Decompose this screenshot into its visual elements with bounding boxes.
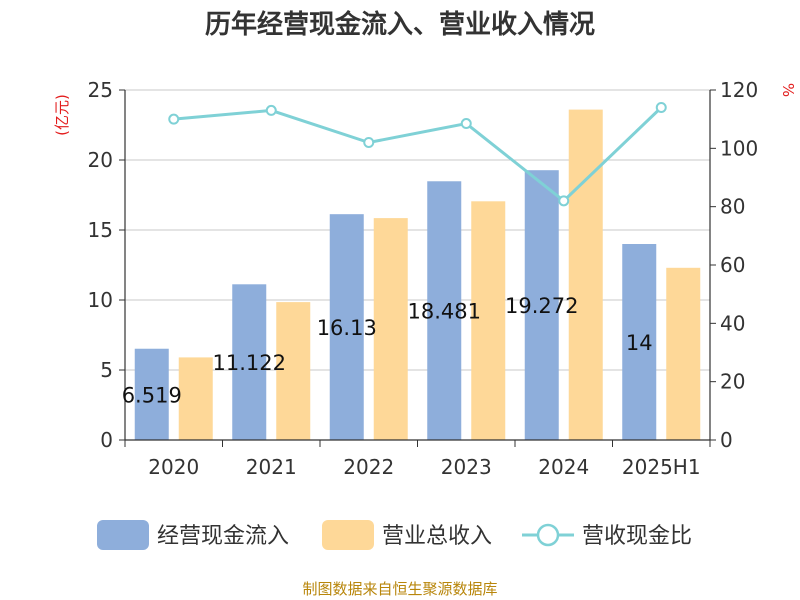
y-right-tick-label: 20 [720,370,745,394]
x-tick-label: 2022 [343,455,394,479]
legend-swatch-revenue [322,520,374,550]
y-left-tick-label: 0 [100,428,113,452]
y-left-tick-label: 15 [88,218,113,242]
legend-label: 营收现金比 [582,524,692,549]
data-label: 18.481 [408,300,481,324]
ratio-point [558,195,570,207]
bar-revenue [471,201,506,440]
ratio-line [168,102,667,207]
bar-cash-inflow [622,244,657,440]
legend-label: 经营现金流入 [157,524,289,549]
data-label: 14 [626,331,653,355]
bar-cash-inflow [427,181,462,441]
y-right-tick-label: 0 [720,428,733,452]
source-note: 制图数据来自恒生聚源数据库 [302,580,497,598]
y-left-tick-label: 10 [88,288,113,312]
y-right-tick-label: 60 [720,253,745,277]
y-left-tick-label: 25 [88,78,113,102]
data-label: 11.122 [213,351,286,375]
grid [125,89,710,371]
data-labels: 6.519 11.122 16.13 18.481 19.272 14 [122,294,653,407]
y-right-tick-label: 40 [720,311,745,335]
y-right-tick-label: 120 [720,78,758,102]
x-tick-label: 2024 [538,455,589,479]
data-label: 19.272 [505,294,578,318]
legend-swatch-ratio-marker [536,523,560,547]
legend-swatch-cash-inflow [97,520,149,550]
bar-cash-inflow [232,284,267,440]
y-left-tick-label: 20 [88,148,113,172]
x-tick-label: 2020 [148,455,199,479]
y-right-tick-label: 100 [720,136,758,160]
ratio-point [168,113,180,125]
bar-cash-inflow [134,348,169,440]
x-tick-label: 2025H1 [622,455,701,479]
data-label: 6.519 [122,383,182,407]
ratio-line-path [173,106,663,203]
bar-cash-inflow [524,170,559,440]
bar-revenue [373,218,408,440]
bar-revenue [276,302,311,440]
y-left-unit: (亿元) [53,94,71,136]
x-tick-label: 2023 [441,455,492,479]
x-tick-label: 2021 [246,455,297,479]
bar-revenue [666,267,701,440]
ratio-point [460,118,472,130]
legend-label: 营业总收入 [382,524,492,549]
y-right-unit: % [779,83,797,97]
bar-revenue [568,109,603,440]
ratio-point [265,104,277,116]
bar-revenue [178,357,213,440]
ratio-point [363,137,375,148]
y-right-tick-label: 80 [720,195,745,219]
bar-cash-inflow [329,214,364,440]
y-left-tick-label: 5 [100,358,113,382]
legend: 经营现金流入 营业总收入 营收现金比 [97,520,692,550]
ratio-point [655,102,667,113]
chart-title: 历年经营现金流入、营业收入情况 [205,9,595,40]
data-label: 16.13 [317,316,377,340]
axes: 0 5 10 15 20 25 0 20 40 60 80 100 120 2020 2021 2022 202… [88,78,759,479]
bars [134,109,701,441]
